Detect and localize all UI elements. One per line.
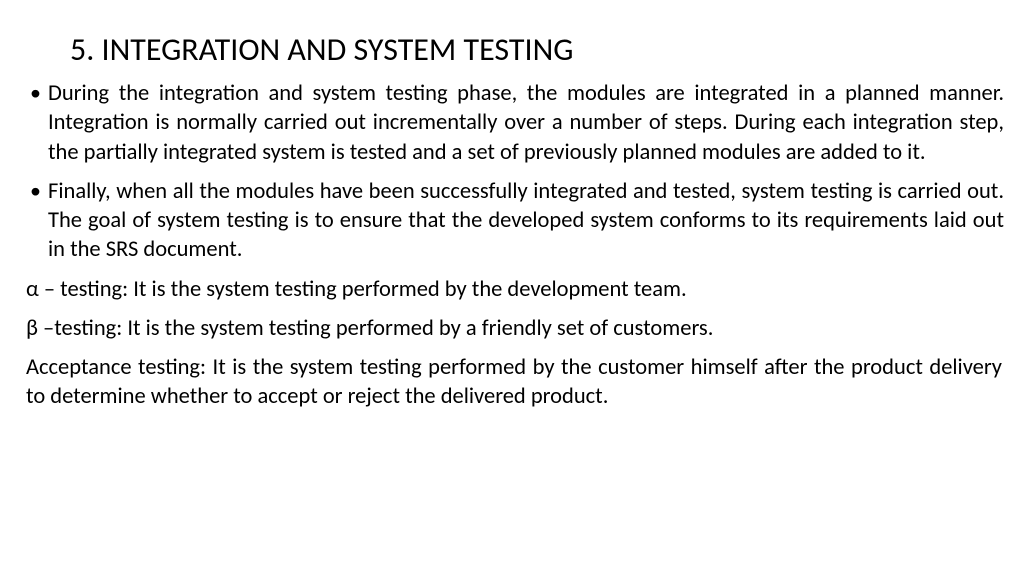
title-text: INTEGRATION AND SYSTEM TESTING (102, 30, 574, 69)
alpha-testing-para: α – testing: It is the system testing pe… (20, 275, 1004, 304)
beta-testing-para: β –testing: It is the system testing per… (20, 314, 1004, 343)
acceptance-testing-para: Acceptance testing: It is the system tes… (20, 353, 1004, 412)
title-number: 5. (70, 30, 94, 69)
bullet-list: During the integration and system testin… (20, 79, 1004, 265)
bullet-item: During the integration and system testin… (26, 79, 1004, 167)
slide-title: 5. INTEGRATION AND SYSTEM TESTING (70, 30, 1004, 69)
bullet-item: Finally, when all the modules have been … (26, 177, 1004, 265)
